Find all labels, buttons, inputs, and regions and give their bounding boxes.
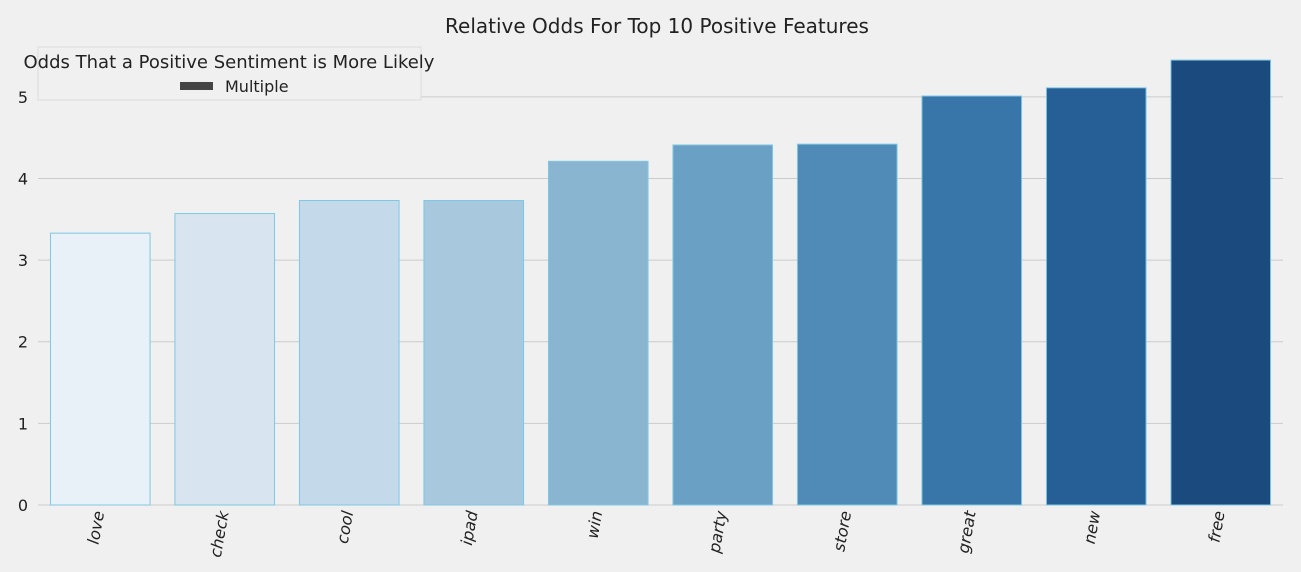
legend-swatch bbox=[180, 82, 213, 90]
y-tick-label: 3 bbox=[18, 251, 28, 270]
y-axis-ticks: 0 1 2 3 4 5 bbox=[18, 88, 28, 515]
bar-win bbox=[547, 160, 649, 506]
y-tick-label: 2 bbox=[18, 333, 28, 352]
bars bbox=[49, 59, 1272, 506]
bar-love bbox=[49, 232, 151, 506]
bar-party bbox=[672, 144, 774, 506]
bar-cool bbox=[298, 199, 400, 506]
y-tick-label: 4 bbox=[18, 169, 28, 188]
legend-box bbox=[37, 46, 422, 101]
bar-free bbox=[1170, 59, 1272, 506]
chart-title: Relative Odds For Top 10 Positive Featur… bbox=[445, 14, 869, 38]
bar-store bbox=[796, 143, 898, 506]
legend: Odds That a Positive Sentiment is More L… bbox=[24, 46, 435, 101]
bar-check bbox=[174, 213, 276, 506]
y-tick-label: 0 bbox=[18, 496, 28, 515]
x-tick-label: win bbox=[583, 509, 607, 540]
legend-title: Odds That a Positive Sentiment is More L… bbox=[24, 52, 435, 73]
bar-great bbox=[921, 95, 1023, 506]
bar-new bbox=[1045, 87, 1147, 506]
y-tick-label: 1 bbox=[18, 414, 28, 433]
bar-ipad bbox=[423, 199, 525, 506]
y-tick-label: 5 bbox=[18, 88, 28, 107]
legend-label: Multiple bbox=[225, 77, 289, 96]
